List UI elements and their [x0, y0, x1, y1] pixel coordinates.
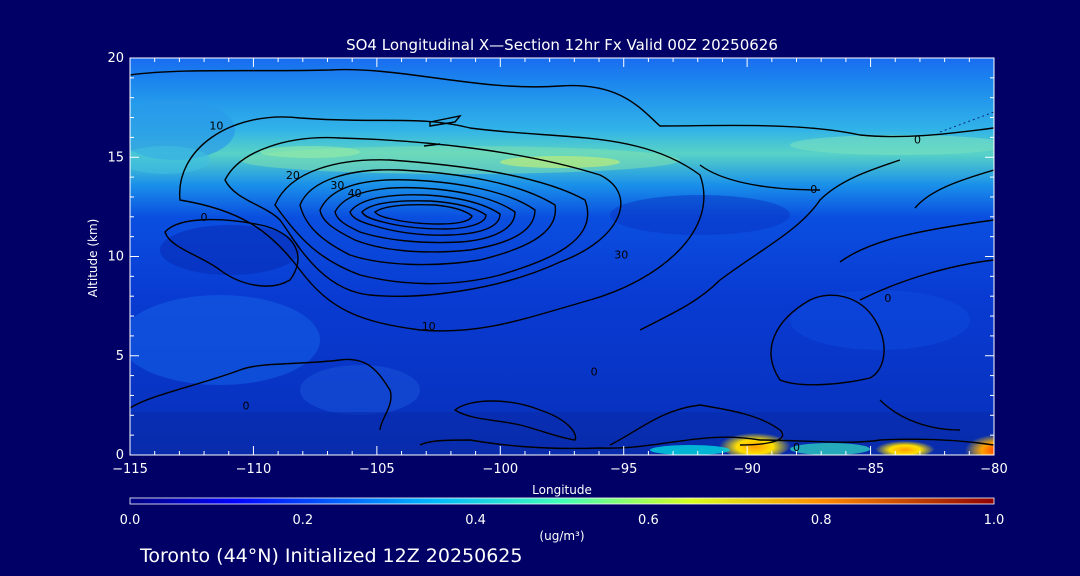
contour-labels: 10 20 30 40 0 30 10 0 0 0 0 0 0	[201, 119, 921, 454]
x-axis: −115 −110 −105 −100 −95 −90 −85 −80	[112, 58, 1008, 477]
contour-line	[164, 218, 299, 287]
contour-label: 10	[209, 119, 223, 132]
chart-title: SO4 Longitudinal X—Section 12hr Fx Valid…	[346, 36, 778, 54]
contour-line	[699, 164, 821, 191]
contour-line	[453, 400, 577, 441]
contour-line	[859, 259, 994, 301]
field-patch	[610, 195, 790, 235]
contour-label: 40	[348, 187, 362, 200]
colorbar-tick-label: 0.0	[120, 513, 141, 528]
x-tick-label: −115	[112, 462, 148, 477]
y-axis: 0 5 10 15 20	[107, 51, 994, 463]
y-tick-label: 15	[107, 150, 124, 165]
contour-label: 20	[286, 169, 300, 182]
colorbar-tick-label: 0.4	[465, 513, 486, 528]
field-patch	[790, 135, 994, 155]
contour-line	[374, 203, 473, 225]
contour-label: 0	[884, 292, 891, 305]
x-tick-label: −100	[482, 462, 518, 477]
contour-line	[334, 186, 516, 244]
contour-line	[319, 179, 536, 253]
contour-lines	[130, 68, 994, 450]
contour-line	[361, 200, 487, 230]
x-tick-label: −110	[236, 462, 272, 477]
x-tick-label: −95	[610, 462, 637, 477]
colorbar-tick-label: 0.2	[292, 513, 313, 528]
colorbar-tick-label: 0.6	[638, 513, 659, 528]
colorbar-tick-label: 0.8	[811, 513, 832, 528]
field-patch	[260, 146, 360, 158]
contour-line	[274, 159, 589, 285]
field-patch	[500, 156, 620, 168]
x-tick-label: −90	[733, 462, 760, 477]
contour-label: 30	[614, 249, 628, 262]
y-tick-label: 10	[107, 250, 124, 265]
x-tick-label: −80	[980, 462, 1007, 477]
contour-line	[639, 159, 901, 331]
colorbar	[129, 497, 995, 505]
y-tick-label: 5	[116, 349, 124, 364]
colorbar-ticks: 0.0 0.2 0.4 0.6 0.8 1.0	[120, 513, 1005, 528]
contour-line	[839, 219, 994, 263]
contour-line	[299, 169, 556, 266]
contour-line	[429, 114, 462, 127]
field-patch	[790, 290, 970, 350]
surface-hotspot	[790, 443, 870, 455]
field-patch	[130, 100, 235, 160]
footer-text: Toronto (44°N) Initialized 12Z 20250625	[139, 545, 523, 567]
x-axis-label: Longitude	[532, 483, 592, 497]
field-patch	[300, 365, 420, 415]
contour-line	[879, 399, 961, 431]
contour-label: 30	[330, 179, 344, 192]
contour-label: 0	[914, 133, 921, 146]
contour-label: 0	[591, 366, 598, 379]
contour-line	[609, 404, 784, 446]
contour-line	[770, 294, 885, 386]
contour-line	[179, 116, 705, 332]
contour-line	[130, 358, 392, 431]
contour-line	[224, 136, 622, 297]
field-patch	[160, 225, 300, 275]
surface-hotspot	[650, 445, 730, 455]
contour-label: 0	[810, 183, 817, 196]
surface-hotspot	[875, 439, 935, 455]
y-axis-label: Altitude (km)	[86, 219, 100, 298]
contour-label: 0	[201, 211, 208, 224]
contour-label: 10	[422, 320, 436, 333]
contour-line	[419, 436, 994, 450]
x-tick-label: −85	[857, 462, 884, 477]
surface-hotspot	[719, 430, 791, 455]
field-patch	[130, 295, 320, 385]
colorbar-label: (ug/m³)	[539, 529, 584, 543]
x-tick-label: −105	[359, 462, 395, 477]
contour-label: 0	[243, 399, 250, 412]
y-tick-label: 20	[107, 51, 124, 66]
concentration-field: 10 20 30 40 0 30 10 0 0 0 0 0 0	[130, 58, 994, 455]
colorbar-tick-label: 1.0	[984, 513, 1005, 528]
y-tick-label: 0	[116, 448, 124, 463]
contour-line	[349, 194, 501, 236]
contour-line	[914, 169, 994, 209]
contour-label: 0	[793, 441, 800, 454]
contour-line	[130, 68, 994, 138]
field-patch	[130, 146, 210, 174]
surface-hotspot	[958, 428, 994, 455]
